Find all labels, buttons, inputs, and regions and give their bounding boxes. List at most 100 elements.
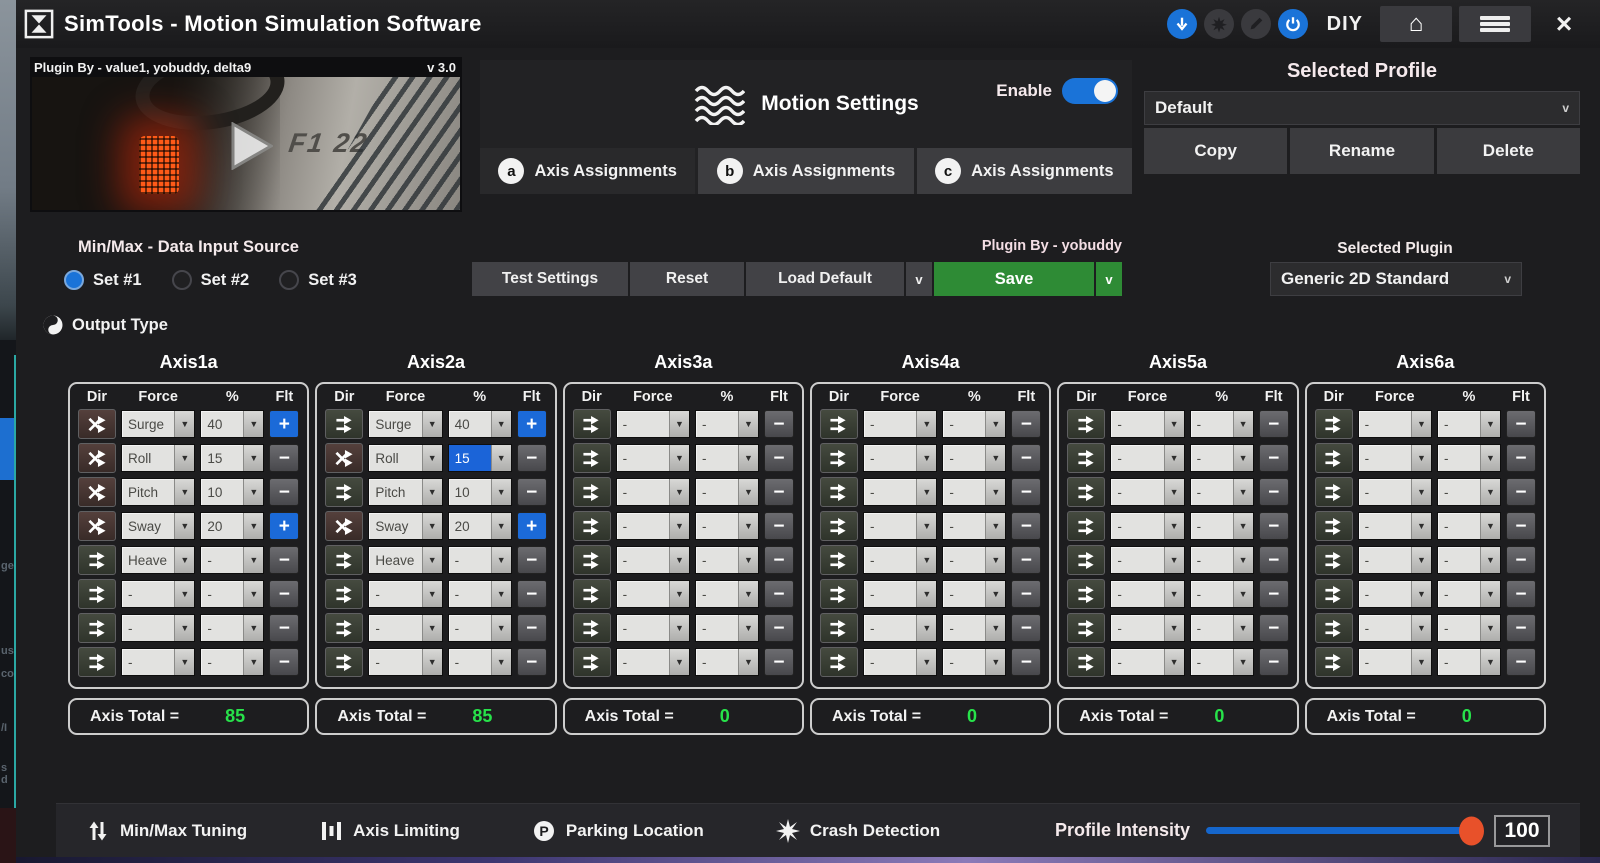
filter-remove-button[interactable]: − xyxy=(1258,444,1289,472)
force-select[interactable]: - ▼ xyxy=(1110,478,1185,506)
force-select[interactable]: Pitch ▼ xyxy=(121,478,196,506)
save-button[interactable]: Save xyxy=(934,262,1094,296)
direction-straight-button[interactable] xyxy=(572,409,611,439)
filter-remove-button[interactable]: − xyxy=(763,478,794,506)
filter-remove-button[interactable]: − xyxy=(763,444,794,472)
home-button[interactable]: ⌂ xyxy=(1380,6,1452,42)
direction-straight-button[interactable] xyxy=(819,477,858,507)
percent-select[interactable]: - ▼ xyxy=(1189,410,1254,438)
percent-select[interactable]: - ▼ xyxy=(1189,444,1254,472)
filter-remove-button[interactable]: − xyxy=(1258,648,1289,676)
intensity-slider[interactable] xyxy=(1206,816,1484,845)
filter-remove-button[interactable]: − xyxy=(1258,580,1289,608)
direction-straight-button[interactable] xyxy=(1067,613,1106,643)
force-select[interactable]: - ▼ xyxy=(862,580,938,608)
percent-select[interactable]: - ▼ xyxy=(694,648,759,676)
filter-remove-button[interactable]: − xyxy=(1011,614,1042,642)
percent-select[interactable]: - ▼ xyxy=(942,410,1007,438)
filter-remove-button[interactable]: − xyxy=(1505,614,1536,642)
filter-add-button[interactable]: + xyxy=(269,410,300,438)
parking-location-button[interactable]: P Parking Location xyxy=(532,819,704,843)
filter-remove-button[interactable]: − xyxy=(269,478,300,506)
percent-select[interactable]: - ▼ xyxy=(200,614,265,642)
direction-crossed-button[interactable] xyxy=(78,443,116,473)
direction-straight-button[interactable] xyxy=(1067,647,1106,677)
filter-remove-button[interactable]: − xyxy=(1011,444,1042,472)
direction-straight-button[interactable] xyxy=(572,647,611,677)
percent-select[interactable]: - ▼ xyxy=(1436,478,1501,506)
percent-select[interactable]: - ▼ xyxy=(694,580,759,608)
direction-crossed-button[interactable] xyxy=(78,511,116,541)
force-select[interactable]: - ▼ xyxy=(1110,648,1185,676)
filter-remove-button[interactable]: − xyxy=(1505,512,1536,540)
direction-straight-button[interactable] xyxy=(78,613,116,643)
percent-select[interactable]: - ▼ xyxy=(1189,580,1254,608)
percent-select[interactable]: 15 ▼ xyxy=(447,444,512,472)
force-select[interactable]: - ▼ xyxy=(368,614,443,642)
direction-straight-button[interactable] xyxy=(819,613,858,643)
percent-select[interactable]: - ▼ xyxy=(1436,512,1501,540)
force-select[interactable]: Pitch ▼ xyxy=(368,478,443,506)
filter-remove-button[interactable]: − xyxy=(1011,512,1042,540)
filter-remove-button[interactable]: − xyxy=(269,444,300,472)
direction-straight-button[interactable] xyxy=(1314,613,1353,643)
direction-straight-button[interactable] xyxy=(325,409,364,439)
force-select[interactable]: - ▼ xyxy=(615,614,690,642)
filter-add-button[interactable]: + xyxy=(516,410,547,438)
force-select[interactable]: - ▼ xyxy=(1357,512,1432,540)
direction-straight-button[interactable] xyxy=(325,545,364,575)
filter-remove-button[interactable]: − xyxy=(269,614,300,642)
force-select[interactable]: Roll ▼ xyxy=(368,444,443,472)
percent-select[interactable]: - ▼ xyxy=(1189,614,1254,642)
filter-remove-button[interactable]: − xyxy=(269,580,300,608)
force-select[interactable]: - ▼ xyxy=(121,614,196,642)
direction-straight-button[interactable] xyxy=(572,511,611,541)
direction-straight-button[interactable] xyxy=(325,477,364,507)
filter-remove-button[interactable]: − xyxy=(1258,478,1289,506)
force-select[interactable]: - ▼ xyxy=(1110,580,1185,608)
menu-button[interactable] xyxy=(1459,6,1531,42)
direction-straight-button[interactable] xyxy=(1314,545,1353,575)
percent-select[interactable]: - ▼ xyxy=(1436,580,1501,608)
filter-remove-button[interactable]: − xyxy=(1258,614,1289,642)
direction-straight-button[interactable] xyxy=(819,579,858,609)
pencil-icon[interactable] xyxy=(1240,9,1271,39)
starburst-icon[interactable] xyxy=(1203,9,1234,39)
force-select[interactable]: - ▼ xyxy=(615,580,690,608)
direction-straight-button[interactable] xyxy=(572,477,611,507)
force-select[interactable]: - ▼ xyxy=(862,444,938,472)
direction-straight-button[interactable] xyxy=(572,613,611,643)
force-select[interactable]: Surge ▼ xyxy=(368,410,443,438)
filter-remove-button[interactable]: − xyxy=(1505,546,1536,574)
filter-remove-button[interactable]: − xyxy=(1505,580,1536,608)
force-select[interactable]: - ▼ xyxy=(121,580,196,608)
filter-remove-button[interactable]: − xyxy=(763,410,794,438)
force-select[interactable]: - ▼ xyxy=(862,512,938,540)
copy-button[interactable]: Copy xyxy=(1144,128,1288,174)
force-select[interactable]: Sway ▼ xyxy=(121,512,196,540)
force-select[interactable]: - ▼ xyxy=(862,648,938,676)
direction-straight-button[interactable] xyxy=(572,579,611,609)
force-select[interactable]: - ▼ xyxy=(1357,546,1432,574)
direction-straight-button[interactable] xyxy=(1067,443,1106,473)
filter-remove-button[interactable]: − xyxy=(763,546,794,574)
rename-button[interactable]: Rename xyxy=(1290,128,1434,174)
direction-straight-button[interactable] xyxy=(1314,647,1353,677)
tab-axis-assignments-a[interactable]: a Axis Assignments xyxy=(480,148,696,194)
radio-set-1[interactable]: Set #1 xyxy=(64,270,142,290)
force-select[interactable]: - ▼ xyxy=(1110,512,1185,540)
percent-select[interactable]: - ▼ xyxy=(942,546,1007,574)
filter-remove-button[interactable]: − xyxy=(1505,478,1536,506)
percent-select[interactable]: - ▼ xyxy=(1189,648,1254,676)
direction-straight-button[interactable] xyxy=(78,545,116,575)
direction-straight-button[interactable] xyxy=(572,443,611,473)
percent-select[interactable]: - ▼ xyxy=(447,614,512,642)
percent-select[interactable]: 10 ▼ xyxy=(200,478,265,506)
percent-select[interactable]: - ▼ xyxy=(942,478,1007,506)
direction-straight-button[interactable] xyxy=(1314,409,1353,439)
filter-remove-button[interactable]: − xyxy=(516,580,547,608)
percent-select[interactable]: - ▼ xyxy=(1189,512,1254,540)
force-select[interactable]: - ▼ xyxy=(1357,444,1432,472)
force-select[interactable]: - ▼ xyxy=(1110,614,1185,642)
direction-straight-button[interactable] xyxy=(325,579,364,609)
